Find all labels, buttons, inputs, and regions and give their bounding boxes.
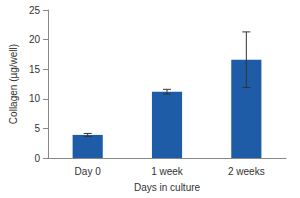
svg-text:15: 15 <box>29 64 41 75</box>
svg-text:1 week: 1 week <box>151 166 184 177</box>
svg-text:2 weeks: 2 weeks <box>228 166 265 177</box>
svg-text:Days in culture: Days in culture <box>134 182 201 193</box>
svg-text:20: 20 <box>29 34 41 45</box>
svg-text:5: 5 <box>34 123 40 134</box>
svg-text:0: 0 <box>34 153 40 164</box>
svg-text:10: 10 <box>29 93 41 104</box>
svg-text:Collagen (µg/well): Collagen (µg/well) <box>8 44 19 124</box>
svg-text:25: 25 <box>29 5 41 16</box>
svg-text:Day 0: Day 0 <box>75 166 102 177</box>
